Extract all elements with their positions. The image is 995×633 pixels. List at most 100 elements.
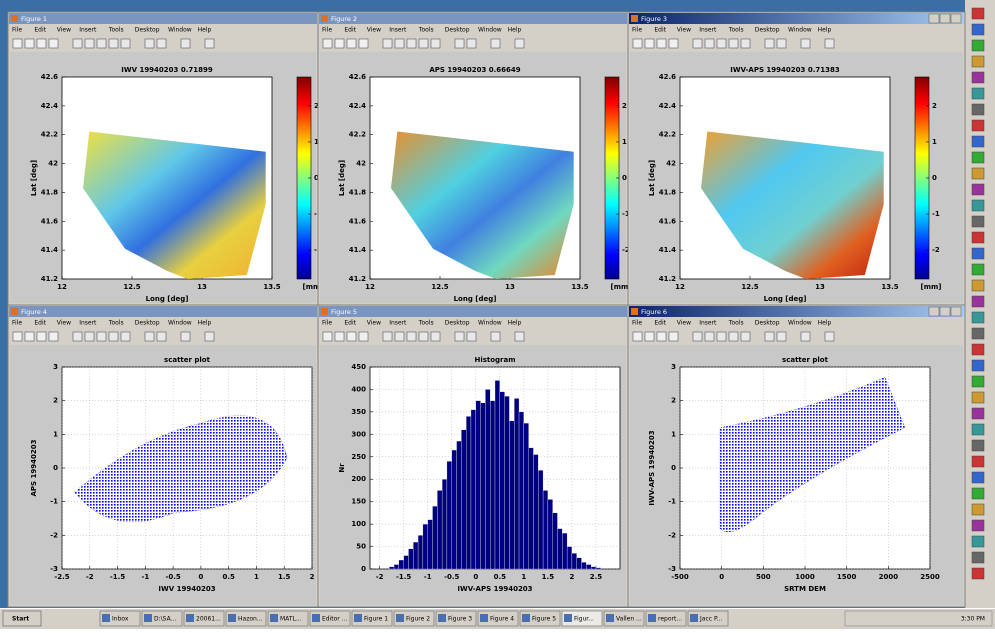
tool-button[interactable]	[84, 38, 95, 49]
side-icon[interactable]	[971, 103, 985, 116]
tool-button[interactable]	[322, 38, 333, 49]
tool-button[interactable]	[632, 331, 643, 342]
tool-button[interactable]	[72, 331, 83, 342]
menu-item[interactable]: File	[12, 320, 22, 327]
window-button[interactable]	[928, 306, 940, 317]
tool-button[interactable]	[36, 38, 47, 49]
window-button[interactable]	[928, 13, 940, 24]
tool-button[interactable]	[36, 331, 47, 342]
side-icon[interactable]	[971, 455, 985, 468]
menu-item[interactable]: Help	[508, 320, 522, 327]
side-icon[interactable]	[971, 263, 985, 276]
menu-item[interactable]: Window	[478, 27, 502, 34]
side-icon[interactable]	[971, 151, 985, 164]
menu-item[interactable]: Desktop	[445, 320, 470, 327]
tool-button[interactable]	[704, 331, 715, 342]
menu-item[interactable]: File	[322, 320, 332, 327]
tool-button[interactable]	[204, 331, 215, 342]
menu-item[interactable]: Window	[788, 320, 812, 327]
tool-button[interactable]	[394, 331, 405, 342]
tool-button[interactable]	[454, 331, 465, 342]
menu-item[interactable]: Edit	[344, 320, 356, 327]
tool-button[interactable]	[764, 38, 775, 49]
menu-item[interactable]: Window	[478, 320, 502, 327]
window-button[interactable]	[939, 13, 951, 24]
side-icon[interactable]	[971, 343, 985, 356]
tool-button[interactable]	[692, 38, 703, 49]
tool-button[interactable]	[692, 331, 703, 342]
menu-item[interactable]: View	[367, 320, 381, 327]
tool-button[interactable]	[12, 331, 23, 342]
tool-button[interactable]	[406, 38, 417, 49]
menu-item[interactable]: Insert	[389, 320, 407, 327]
menu-item[interactable]: Tools	[728, 27, 744, 34]
side-icon[interactable]	[971, 327, 985, 340]
menu-item[interactable]: Edit	[344, 27, 356, 34]
side-icon[interactable]	[971, 183, 985, 196]
menu-item[interactable]: Desktop	[135, 27, 160, 34]
side-icon[interactable]	[971, 199, 985, 212]
tool-button[interactable]	[466, 331, 477, 342]
side-icon[interactable]	[971, 71, 985, 84]
side-icon[interactable]	[971, 407, 985, 420]
tool-button[interactable]	[668, 38, 679, 49]
tool-button[interactable]	[358, 38, 369, 49]
tool-button[interactable]	[716, 331, 727, 342]
tool-button[interactable]	[490, 38, 501, 49]
menu-item[interactable]: Desktop	[445, 27, 470, 34]
tool-button[interactable]	[716, 38, 727, 49]
tool-button[interactable]	[430, 38, 441, 49]
tool-button[interactable]	[656, 38, 667, 49]
menu-item[interactable]: Edit	[654, 27, 666, 34]
side-icon[interactable]	[971, 231, 985, 244]
side-icon[interactable]	[971, 135, 985, 148]
side-icon[interactable]	[971, 535, 985, 548]
tool-button[interactable]	[776, 331, 787, 342]
tool-button[interactable]	[24, 38, 35, 49]
tool-button[interactable]	[764, 331, 775, 342]
tool-button[interactable]	[346, 331, 357, 342]
side-icon[interactable]	[971, 39, 985, 52]
menu-item[interactable]: Tools	[108, 27, 124, 34]
tool-button[interactable]	[776, 38, 787, 49]
tool-button[interactable]	[48, 331, 59, 342]
tool-button[interactable]	[824, 331, 835, 342]
menu-item[interactable]: Tools	[418, 27, 434, 34]
tool-button[interactable]	[156, 38, 167, 49]
menu-item[interactable]: Help	[198, 320, 212, 327]
menu-item[interactable]: Window	[168, 320, 192, 327]
menu-item[interactable]: View	[677, 27, 691, 34]
tool-button[interactable]	[334, 38, 345, 49]
side-icon[interactable]	[971, 375, 985, 388]
tool-button[interactable]	[454, 38, 465, 49]
tool-button[interactable]	[180, 38, 191, 49]
menu-item[interactable]: View	[367, 27, 381, 34]
tool-button[interactable]	[358, 331, 369, 342]
side-icon[interactable]	[971, 551, 985, 564]
side-icon[interactable]	[971, 215, 985, 228]
tool-button[interactable]	[394, 38, 405, 49]
tool-button[interactable]	[72, 38, 83, 49]
side-icon[interactable]	[971, 167, 985, 180]
tool-button[interactable]	[656, 331, 667, 342]
tool-button[interactable]	[108, 331, 119, 342]
menu-item[interactable]: Window	[788, 27, 812, 34]
menu-item[interactable]: File	[632, 27, 642, 34]
tool-button[interactable]	[418, 331, 429, 342]
side-icon[interactable]	[971, 279, 985, 292]
tool-button[interactable]	[24, 331, 35, 342]
menu-item[interactable]: File	[12, 27, 22, 34]
menu-item[interactable]: View	[57, 27, 71, 34]
side-icon[interactable]	[971, 567, 985, 580]
side-icon[interactable]	[971, 7, 985, 20]
tool-button[interactable]	[490, 331, 501, 342]
tool-button[interactable]	[322, 331, 333, 342]
tool-button[interactable]	[514, 38, 525, 49]
menu-item[interactable]: Desktop	[755, 320, 780, 327]
menu-item[interactable]: Insert	[699, 320, 717, 327]
start-button[interactable]	[2, 610, 42, 627]
tool-button[interactable]	[704, 38, 715, 49]
side-icon[interactable]	[971, 55, 985, 68]
menu-item[interactable]: Insert	[79, 320, 97, 327]
tool-button[interactable]	[346, 38, 357, 49]
